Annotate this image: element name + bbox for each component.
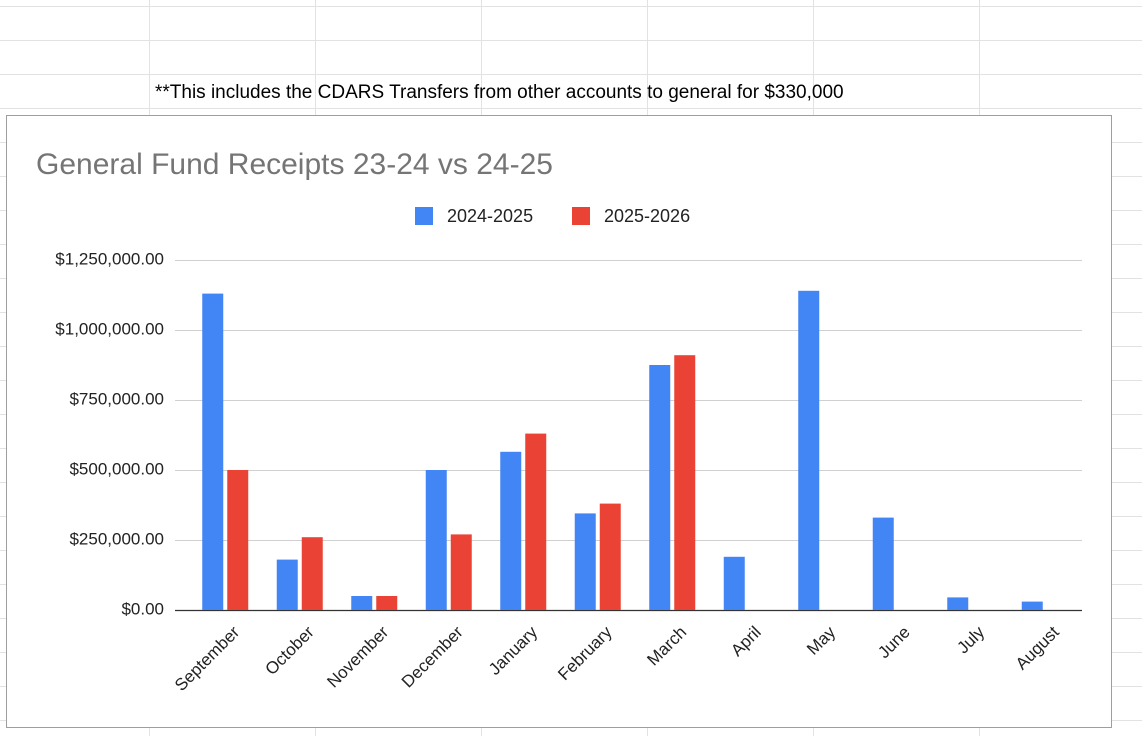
- bar: [351, 596, 373, 610]
- legend-swatch: [572, 207, 590, 225]
- bar: [872, 517, 894, 610]
- bar: [1021, 601, 1043, 610]
- y-tick-label: $500,000.00: [69, 459, 164, 478]
- chart-frame[interactable]: [6, 115, 1112, 728]
- chart-title: General Fund Receipts 23-24 vs 24-25: [36, 148, 553, 181]
- bar: [574, 513, 596, 610]
- bar: [947, 597, 969, 610]
- cell-note[interactable]: **This includes the CDARS Transfers from…: [155, 82, 844, 103]
- bar: [276, 559, 298, 610]
- legend-label: 2025-2026: [604, 206, 690, 226]
- legend-swatch: [415, 207, 433, 225]
- y-tick-label: $750,000.00: [69, 389, 164, 408]
- bar: [599, 503, 621, 610]
- bar: [227, 470, 249, 610]
- legend-label: 2024-2025: [447, 206, 533, 226]
- bar: [301, 537, 323, 610]
- bar: [674, 355, 696, 610]
- bar: [425, 470, 447, 610]
- bar: [450, 534, 472, 610]
- y-tick-label: $1,000,000.00: [55, 319, 164, 338]
- y-tick-label: $250,000.00: [69, 529, 164, 548]
- bar: [376, 596, 398, 610]
- bar: [649, 365, 671, 610]
- bar: [723, 556, 745, 610]
- bar: [798, 290, 820, 610]
- y-tick-label: $1,250,000.00: [55, 249, 164, 268]
- y-tick-label: $0.00: [121, 599, 164, 618]
- bar: [202, 293, 224, 610]
- bar: [500, 451, 522, 610]
- bar: [525, 433, 547, 610]
